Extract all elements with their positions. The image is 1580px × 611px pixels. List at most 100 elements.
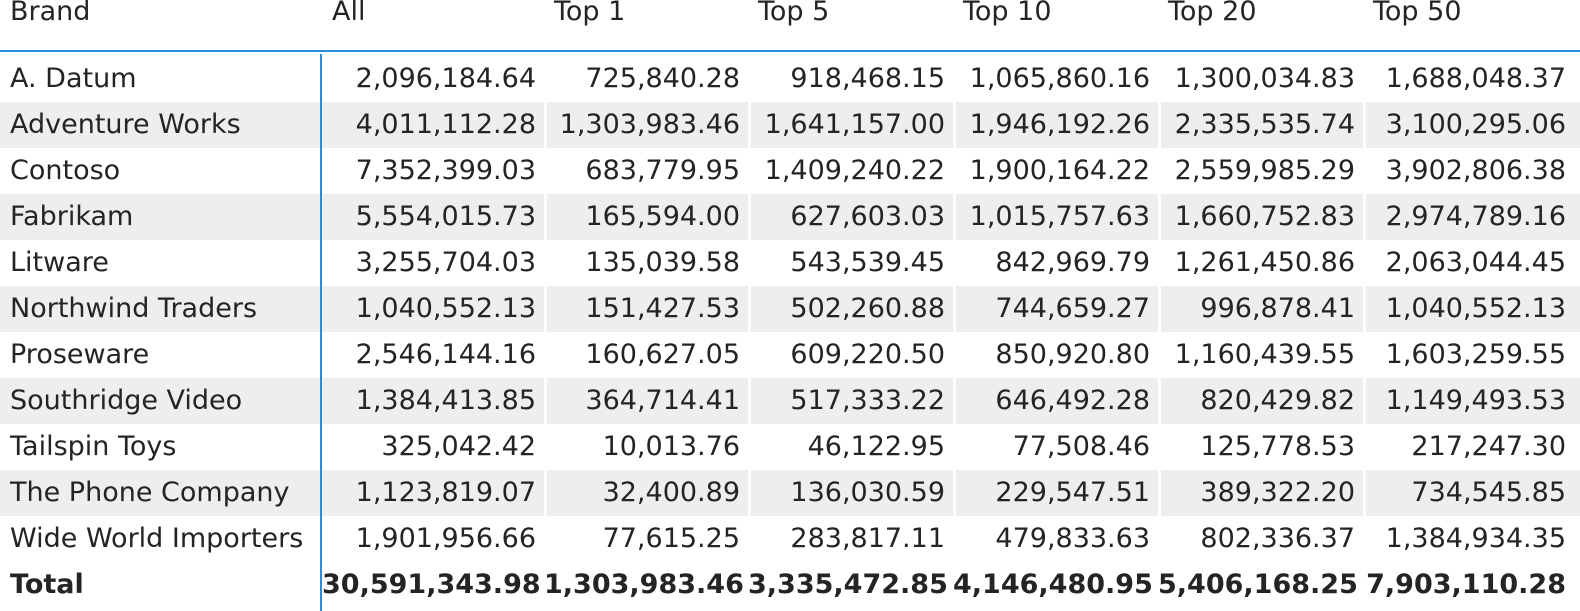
total-cell-top-5: 3,335,472.85 — [748, 569, 948, 600]
value-cell-top-5: 918,468.15 — [790, 63, 945, 94]
value-cell-top-20: 1,300,034.83 — [1174, 63, 1355, 94]
value-cell-top-10: 77,508.46 — [1012, 431, 1150, 462]
value-cell-top-10: 1,065,860.16 — [969, 63, 1150, 94]
value-cell-top-50: 1,149,493.53 — [1363, 378, 1574, 424]
value-cell-top-10: 229,547.51 — [953, 470, 1158, 516]
value-cell-all: 7,352,399.03 — [355, 155, 536, 186]
value-cell-top-20: 1,261,450.86 — [1174, 247, 1355, 278]
value-cell-top-50: 734,545.85 — [1363, 470, 1574, 516]
total-row: Total 30,591,343.98 1,303,983.46 3,335,4… — [0, 562, 1580, 608]
column-header-top-50[interactable]: Top 50 — [1373, 0, 1462, 27]
value-cell-top-10: 1,015,757.63 — [953, 194, 1158, 240]
brand-cell[interactable]: Tailspin Toys — [10, 431, 177, 462]
total-cell-top-10: 4,146,480.95 — [953, 569, 1153, 600]
value-cell-top-1: 1,303,983.46 — [544, 102, 748, 148]
value-cell-all: 5,554,015.73 — [355, 201, 536, 232]
value-cell-top-20: 389,322.20 — [1158, 470, 1363, 516]
header-row: Brand All Top 1 Top 5 Top 10 Top 20 Top … — [0, 0, 1580, 52]
brand-cell[interactable]: Litware — [10, 247, 109, 278]
value-cell-top-5: 136,030.59 — [748, 470, 953, 516]
table-row: A. Datum 2,096,184.64 725,840.28 918,468… — [0, 56, 1580, 102]
value-cell-top-20: 2,559,985.29 — [1174, 155, 1355, 186]
brand-cell[interactable]: Proseware — [10, 339, 150, 370]
table-row: Tailspin Toys 325,042.42 10,013.76 46,12… — [0, 424, 1580, 470]
value-cell-top-50: 2,063,044.45 — [1385, 247, 1566, 278]
value-cell-top-5: 502,260.88 — [748, 286, 953, 332]
table-row: Proseware 2,546,144.16 160,627.05 609,22… — [0, 332, 1580, 378]
value-cell-top-50: 3,100,295.06 — [1363, 102, 1574, 148]
column-header-all[interactable]: All — [332, 0, 366, 27]
value-cell-top-10: 744,659.27 — [953, 286, 1158, 332]
row-header-divider — [320, 54, 322, 611]
column-header-top-1[interactable]: Top 1 — [554, 0, 626, 27]
value-cell-top-50: 1,040,552.13 — [1363, 286, 1574, 332]
brand-cell[interactable]: Northwind Traders — [10, 293, 258, 324]
value-cell-all: 1,384,413.85 — [355, 385, 536, 416]
value-cell-top-1: 151,427.53 — [544, 286, 748, 332]
table-row: Wide World Importers 1,901,956.66 77,615… — [0, 516, 1580, 562]
value-cell-top-20: 1,160,439.55 — [1174, 339, 1355, 370]
value-cell-top-10: 850,920.80 — [995, 339, 1150, 370]
value-cell-top-10: 646,492.28 — [953, 378, 1158, 424]
value-cell-top-50: 1,688,048.37 — [1385, 63, 1566, 94]
brand-cell[interactable]: The Phone Company — [10, 477, 290, 508]
value-cell-top-50: 1,384,934.35 — [1385, 523, 1566, 554]
total-label: Total — [10, 569, 84, 600]
value-cell-top-5: 1,409,240.22 — [764, 155, 945, 186]
brand-cell[interactable]: Fabrikam — [10, 201, 134, 232]
value-cell-top-50: 3,902,806.38 — [1385, 155, 1566, 186]
value-cell-top-20: 996,878.41 — [1158, 286, 1363, 332]
value-cell-top-1: 32,400.89 — [544, 470, 748, 516]
table-row: Southridge Video 1,384,413.85 364,714.41… — [0, 378, 1580, 424]
value-cell-all: 4,011,112.28 — [355, 109, 536, 140]
value-cell-top-50: 1,603,259.55 — [1385, 339, 1566, 370]
column-header-top-5[interactable]: Top 5 — [758, 0, 830, 27]
value-cell-top-1: 165,594.00 — [544, 194, 748, 240]
value-cell-top-10: 1,946,192.26 — [953, 102, 1158, 148]
value-cell-all: 1,040,552.13 — [355, 293, 536, 324]
value-cell-top-5: 517,333.22 — [748, 378, 953, 424]
value-cell-top-10: 1,900,164.22 — [969, 155, 1150, 186]
value-cell-top-50: 217,247.30 — [1411, 431, 1566, 462]
value-cell-top-5: 609,220.50 — [790, 339, 945, 370]
table-body: A. Datum 2,096,184.64 725,840.28 918,468… — [0, 56, 1580, 562]
value-cell-all: 325,042.42 — [381, 431, 536, 462]
value-cell-top-5: 627,603.03 — [748, 194, 953, 240]
value-cell-top-1: 725,840.28 — [585, 63, 740, 94]
column-header-top-20[interactable]: Top 20 — [1168, 0, 1257, 27]
column-header-top-10[interactable]: Top 10 — [963, 0, 1052, 27]
total-cell-top-20: 5,406,168.25 — [1158, 569, 1358, 600]
brand-cell[interactable]: Contoso — [10, 155, 121, 186]
value-cell-top-1: 135,039.58 — [585, 247, 740, 278]
value-cell-top-10: 479,833.63 — [995, 523, 1150, 554]
value-cell-all: 1,123,819.07 — [355, 477, 536, 508]
brand-cell[interactable]: A. Datum — [10, 63, 137, 94]
value-cell-top-1: 77,615.25 — [602, 523, 740, 554]
value-cell-top-1: 10,013.76 — [602, 431, 740, 462]
value-cell-top-1: 683,779.95 — [585, 155, 740, 186]
value-cell-all: 1,901,956.66 — [355, 523, 536, 554]
table-row: Northwind Traders 1,040,552.13 151,427.5… — [0, 286, 1580, 332]
value-cell-top-20: 802,336.37 — [1200, 523, 1355, 554]
total-cell-top-1: 1,303,983.46 — [544, 569, 744, 600]
value-cell-top-5: 1,641,157.00 — [748, 102, 953, 148]
column-header-brand[interactable]: Brand — [10, 0, 91, 27]
table-row: Adventure Works 4,011,112.28 1,303,983.4… — [0, 102, 1580, 148]
value-cell-top-50: 2,974,789.16 — [1363, 194, 1574, 240]
brand-cell[interactable]: Wide World Importers — [10, 523, 304, 554]
value-cell-all: 3,255,704.03 — [355, 247, 536, 278]
value-cell-top-20: 125,778.53 — [1200, 431, 1355, 462]
table-row: Contoso 7,352,399.03 683,779.95 1,409,24… — [0, 148, 1580, 194]
total-cell-top-50: 7,903,110.28 — [1366, 569, 1566, 600]
brand-cell[interactable]: Southridge Video — [10, 385, 243, 416]
table-row: Fabrikam 5,554,015.73 165,594.00 627,603… — [0, 194, 1580, 240]
value-cell-top-1: 160,627.05 — [585, 339, 740, 370]
table-row: The Phone Company 1,123,819.07 32,400.89… — [0, 470, 1580, 516]
value-cell-top-5: 543,539.45 — [790, 247, 945, 278]
value-cell-top-20: 2,335,535.74 — [1158, 102, 1363, 148]
value-cell-top-10: 842,969.79 — [995, 247, 1150, 278]
value-cell-all: 2,546,144.16 — [355, 339, 536, 370]
value-cell-top-20: 1,660,752.83 — [1158, 194, 1363, 240]
brand-cell[interactable]: Adventure Works — [10, 109, 241, 140]
